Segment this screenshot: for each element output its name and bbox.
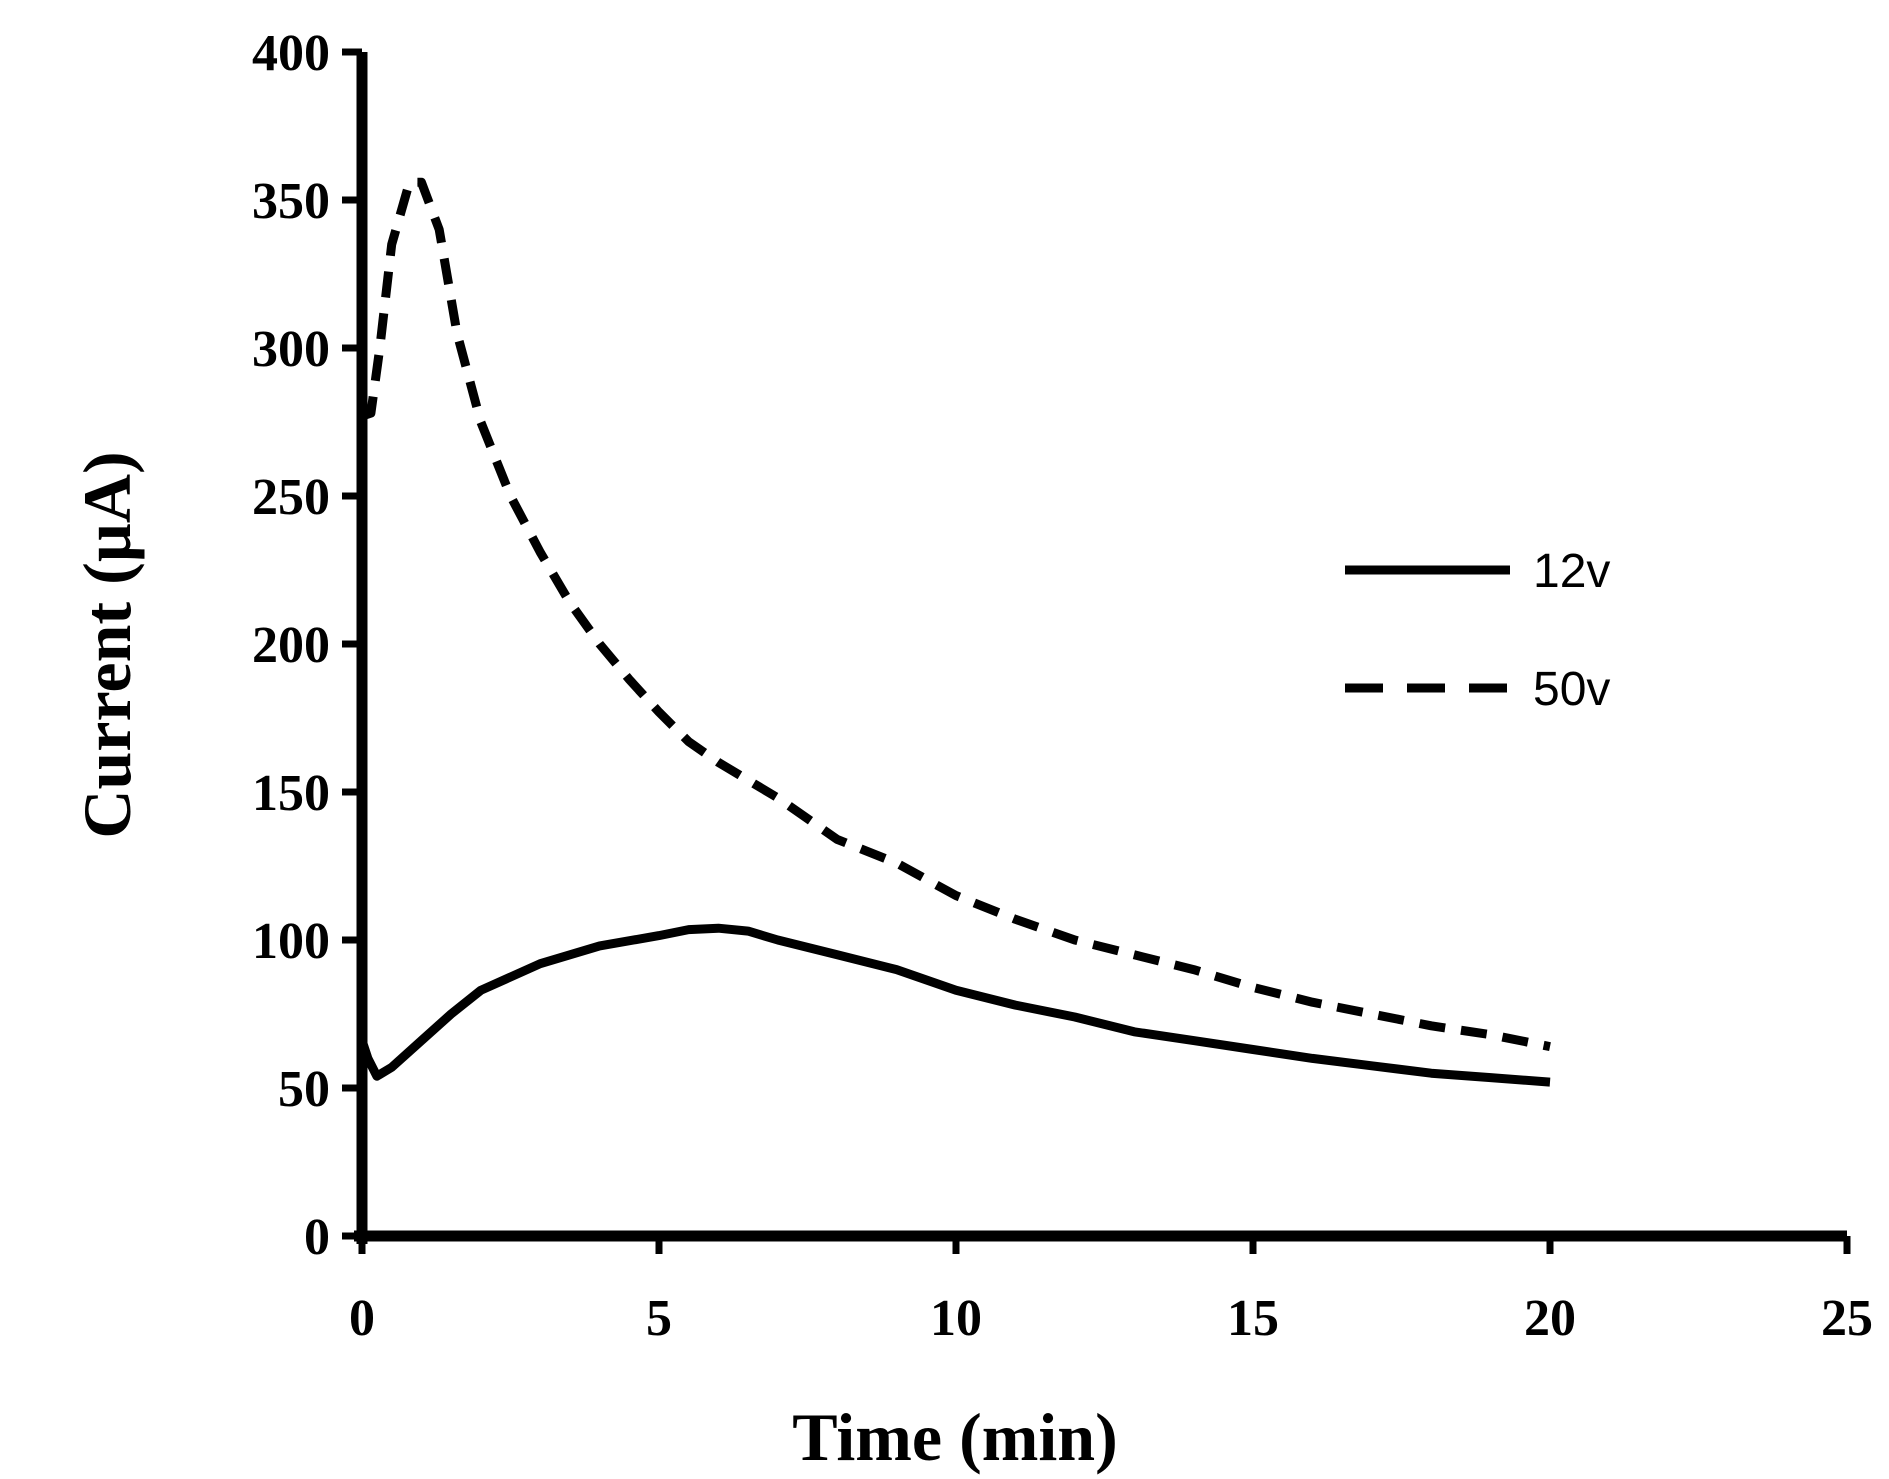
y-axis-ticks: 0 50 100 150 200 250 300 350 400 [252,25,362,1266]
y-axis-title: Current (µA) [69,451,145,838]
axes [354,52,1847,1244]
y-tick-label: 300 [252,321,330,378]
x-tick-label: 10 [930,1290,982,1347]
plot-lines [357,177,1551,1087]
x-tick-label: 15 [1227,1290,1279,1347]
y-tick-label: 250 [252,469,330,526]
legend-label-50v: 50v [1533,663,1610,716]
y-tick-label: 350 [252,173,330,230]
y-tick-label: 100 [252,913,330,970]
y-tick-label: 150 [252,765,330,822]
y-tick-label: 200 [252,617,330,674]
series-line-12v [357,923,1551,1087]
x-axis-title: Time (min) [792,1399,1118,1475]
y-tick-label: 50 [278,1061,330,1118]
x-tick-label: 0 [349,1290,375,1347]
series-line-50v [360,177,1551,1052]
legend: 12v 50v [1345,545,1610,716]
y-tick-label: 0 [304,1209,330,1266]
x-axis-ticks: 0 5 10 15 20 25 [349,1236,1873,1347]
x-tick-label: 5 [646,1290,672,1347]
legend-label-12v: 12v [1533,545,1610,598]
y-tick-label: 400 [252,25,330,82]
x-tick-label: 25 [1821,1290,1873,1347]
x-tick-label: 20 [1524,1290,1576,1347]
